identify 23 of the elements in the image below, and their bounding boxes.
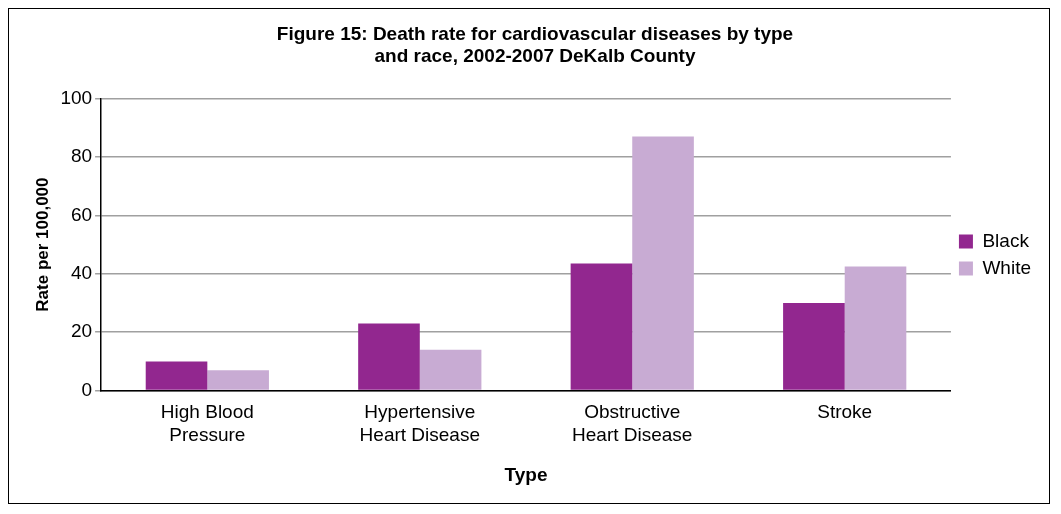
legend-label: Black xyxy=(982,229,1030,251)
bar xyxy=(783,303,845,390)
bar xyxy=(145,361,208,390)
x-tick-label: Obstructive Heart Disease xyxy=(572,401,693,446)
legend-label: White xyxy=(982,256,1032,278)
y-tick-label: 80 xyxy=(70,145,93,167)
x-tick-label: Stroke xyxy=(817,401,873,423)
bar xyxy=(419,349,482,390)
y-tick-label: 20 xyxy=(70,320,93,342)
chart-title: Figure 15: Death rate for cardiovascular diseases by type and race, 2002-2007 DeKalb County xyxy=(276,22,794,67)
bar xyxy=(207,370,269,390)
bar xyxy=(570,263,633,390)
x-tick-label: Hypertensive Heart Disease xyxy=(359,401,480,446)
bar xyxy=(358,323,420,390)
y-axis-title: Rate per 100,000 xyxy=(32,177,52,312)
x-axis-title: Type xyxy=(504,463,548,485)
bar xyxy=(844,266,907,390)
y-tick-label: 40 xyxy=(70,262,93,284)
x-tick-label: High Blood Pressure xyxy=(160,401,254,446)
y-tick-label: 0 xyxy=(81,378,93,400)
bar xyxy=(632,136,694,390)
y-tick-label: 60 xyxy=(70,203,93,225)
y-tick-label: 100 xyxy=(60,86,93,108)
